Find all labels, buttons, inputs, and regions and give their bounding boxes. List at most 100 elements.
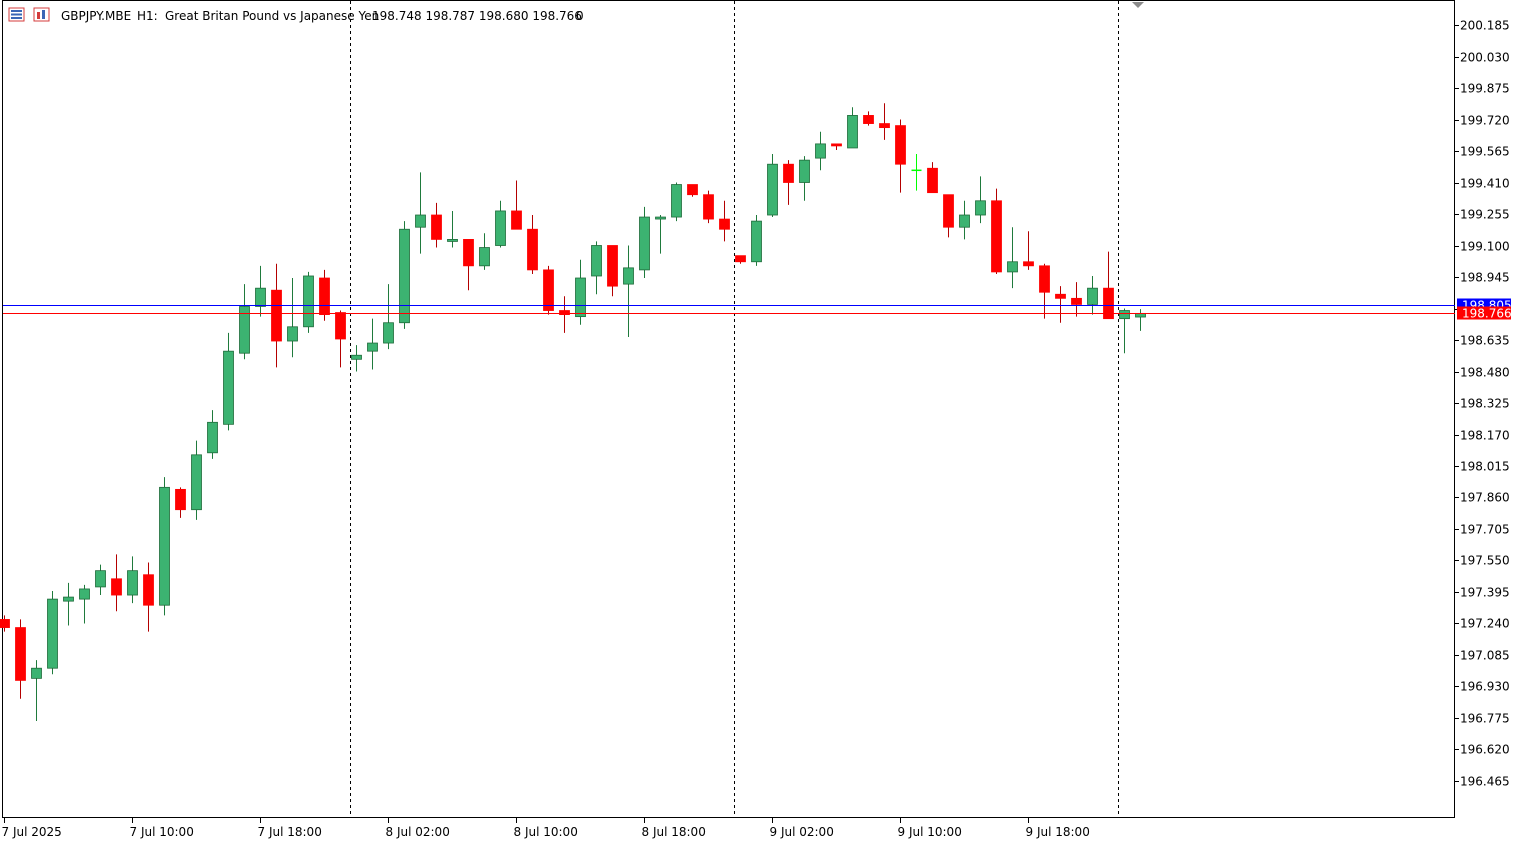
candle[interactable] (799, 156, 810, 201)
chart-list-icon[interactable] (8, 7, 25, 22)
candle[interactable] (15, 619, 26, 699)
candle-body (159, 486, 170, 606)
y-tick-label: 198.170 (1460, 429, 1510, 443)
candle[interactable] (367, 318, 378, 370)
candle[interactable] (95, 564, 106, 596)
candle[interactable] (495, 200, 506, 248)
candle[interactable] (399, 221, 410, 329)
x-tick-label: 8 Jul 10:00 (514, 825, 578, 839)
candle[interactable] (287, 278, 298, 358)
candle[interactable] (1103, 251, 1114, 320)
candle[interactable] (1039, 263, 1050, 319)
candle[interactable] (703, 190, 714, 224)
candle[interactable] (655, 215, 666, 254)
candle[interactable] (543, 265, 554, 315)
candle[interactable] (719, 200, 730, 242)
candle[interactable] (175, 487, 186, 518)
y-tick-label: 199.410 (1460, 177, 1510, 191)
candle[interactable] (47, 590, 58, 675)
candle[interactable] (335, 310, 346, 368)
candle[interactable] (1023, 231, 1034, 270)
candle-body (559, 310, 570, 315)
candle[interactable] (0, 615, 10, 632)
candle[interactable] (831, 143, 842, 150)
candle-body (15, 627, 26, 681)
candle[interactable] (383, 284, 394, 350)
candle[interactable] (63, 582, 74, 626)
candle[interactable] (943, 194, 954, 238)
candle[interactable] (479, 233, 490, 270)
candle[interactable] (911, 154, 922, 191)
candle[interactable] (735, 255, 746, 264)
candle[interactable] (1119, 308, 1130, 354)
candle[interactable] (1087, 275, 1098, 315)
candle-body (143, 574, 154, 606)
candle[interactable] (255, 265, 266, 317)
candle-body (351, 354, 362, 360)
candle[interactable] (191, 440, 202, 520)
svg-text:198.766: 198.766 (1462, 307, 1512, 321)
candle[interactable] (815, 131, 826, 171)
candle[interactable] (559, 296, 570, 333)
y-tick-label: 199.720 (1460, 114, 1510, 128)
candle[interactable] (303, 271, 314, 333)
candle[interactable] (623, 245, 634, 337)
candle[interactable] (447, 210, 458, 248)
candle[interactable] (127, 556, 138, 604)
y-tick-label: 197.395 (1460, 586, 1510, 600)
candle-body (863, 115, 874, 124)
candle-body (495, 210, 506, 246)
candle[interactable] (959, 200, 970, 240)
candle[interactable] (1055, 286, 1066, 323)
candle[interactable] (591, 241, 602, 295)
x-tick-label: 8 Jul 02:00 (386, 825, 450, 839)
candle[interactable] (111, 554, 122, 612)
chart-window-icon[interactable] (33, 7, 50, 22)
candle[interactable] (687, 184, 698, 197)
candle-body (303, 275, 314, 328)
candle-body (367, 342, 378, 352)
candle[interactable] (751, 215, 762, 266)
candle[interactable] (607, 245, 618, 297)
candle[interactable] (927, 162, 938, 194)
candle[interactable] (271, 263, 282, 368)
candle[interactable] (639, 206, 650, 279)
candle-body (1023, 261, 1034, 267)
candle[interactable] (767, 154, 778, 218)
candle[interactable] (415, 172, 426, 254)
candle[interactable] (143, 562, 154, 632)
candle-body (1039, 265, 1050, 293)
y-tick-label: 199.255 (1460, 208, 1510, 222)
candle[interactable] (79, 584, 90, 624)
candle[interactable] (319, 269, 330, 321)
candle[interactable] (863, 111, 874, 126)
y-tick-label: 196.775 (1460, 712, 1510, 726)
candle-body (847, 115, 858, 149)
candle[interactable] (847, 107, 858, 149)
candle[interactable] (783, 160, 794, 205)
candle-body (959, 214, 970, 228)
candle[interactable] (879, 103, 890, 140)
candle[interactable] (511, 180, 522, 230)
candle[interactable] (1007, 227, 1018, 289)
candle[interactable] (223, 332, 234, 431)
candle[interactable] (239, 284, 250, 360)
candle[interactable] (1071, 282, 1082, 317)
candle[interactable] (895, 119, 906, 193)
candle[interactable] (351, 345, 362, 372)
candle[interactable] (671, 182, 682, 222)
candle[interactable] (463, 239, 474, 291)
candle[interactable] (31, 660, 42, 722)
candle[interactable] (207, 410, 218, 459)
candle[interactable] (527, 215, 538, 274)
candle[interactable] (159, 477, 170, 616)
candle-body (175, 488, 186, 511)
candle[interactable] (431, 202, 442, 248)
y-tick-label: 199.875 (1460, 82, 1510, 96)
chart-shift-marker-icon[interactable] (1132, 2, 1144, 8)
candle-body (287, 326, 298, 342)
candle[interactable] (975, 176, 986, 224)
candle[interactable] (991, 188, 1002, 274)
x-tick-label: 9 Jul 18:00 (1026, 825, 1090, 839)
